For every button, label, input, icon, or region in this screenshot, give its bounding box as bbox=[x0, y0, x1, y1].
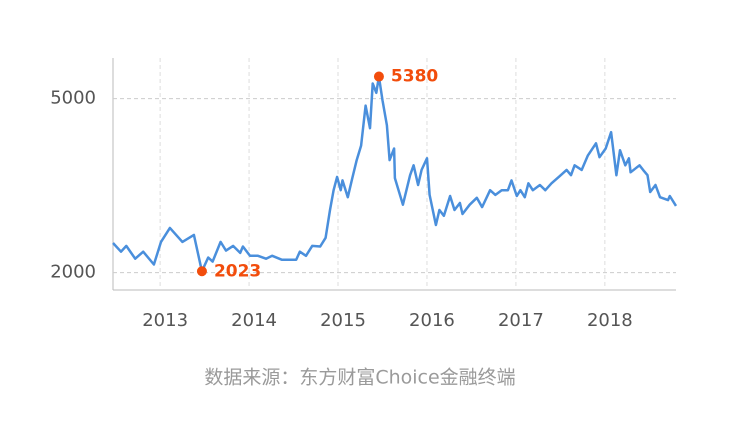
x-tick-label: 2014 bbox=[231, 310, 277, 331]
highlight-point bbox=[373, 71, 384, 82]
x-tick-label: 2017 bbox=[498, 310, 544, 331]
source-note: 数据来源：东方财富Choice金融终端 bbox=[204, 367, 515, 389]
data-label: 5380 bbox=[391, 67, 438, 87]
highlight-point bbox=[196, 266, 207, 277]
x-tick-label: 2015 bbox=[320, 310, 366, 331]
y-tick-label: 5000 bbox=[50, 88, 96, 109]
x-tick-label: 2018 bbox=[587, 310, 633, 331]
line-series bbox=[112, 75, 678, 273]
x-tick-label: 2013 bbox=[142, 310, 188, 331]
x-tick-label: 2016 bbox=[409, 310, 455, 331]
data-label: 2023 bbox=[214, 261, 261, 281]
y-tick-label: 2000 bbox=[50, 262, 96, 283]
